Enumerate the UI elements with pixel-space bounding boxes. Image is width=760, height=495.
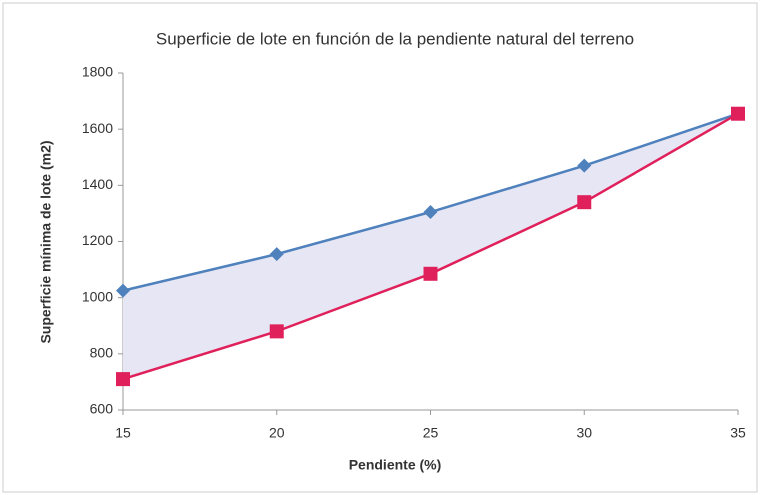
marker bbox=[423, 205, 438, 220]
marker bbox=[577, 195, 592, 210]
marker bbox=[269, 247, 284, 262]
y-tick-label: 800 bbox=[90, 345, 114, 361]
marker bbox=[116, 283, 130, 298]
x-tick-label: 35 bbox=[730, 425, 746, 441]
y-tick-label: 1200 bbox=[82, 232, 113, 248]
marker bbox=[116, 372, 130, 387]
y-tick-label: 1400 bbox=[82, 176, 113, 192]
x-tick-label: 15 bbox=[115, 425, 131, 441]
x-tick-label: 25 bbox=[423, 425, 439, 441]
marker bbox=[577, 158, 592, 173]
y-tick-label: 1800 bbox=[82, 64, 113, 80]
marker bbox=[423, 266, 438, 281]
marker bbox=[731, 106, 745, 121]
marker bbox=[269, 324, 284, 339]
x-tick-label: 30 bbox=[576, 425, 592, 441]
y-tick-label: 1600 bbox=[82, 120, 113, 136]
y-tick-label: 1000 bbox=[82, 288, 113, 304]
band-fill bbox=[123, 113, 738, 380]
y-tick-label: 600 bbox=[90, 401, 114, 417]
chart-title: Superficie de lote en función de la pend… bbox=[156, 29, 634, 48]
y-axis-label: Superficie mínima de lote (m2) bbox=[38, 140, 54, 343]
x-tick-label: 20 bbox=[269, 425, 285, 441]
x-axis-label: Pendiente (%) bbox=[349, 457, 442, 473]
